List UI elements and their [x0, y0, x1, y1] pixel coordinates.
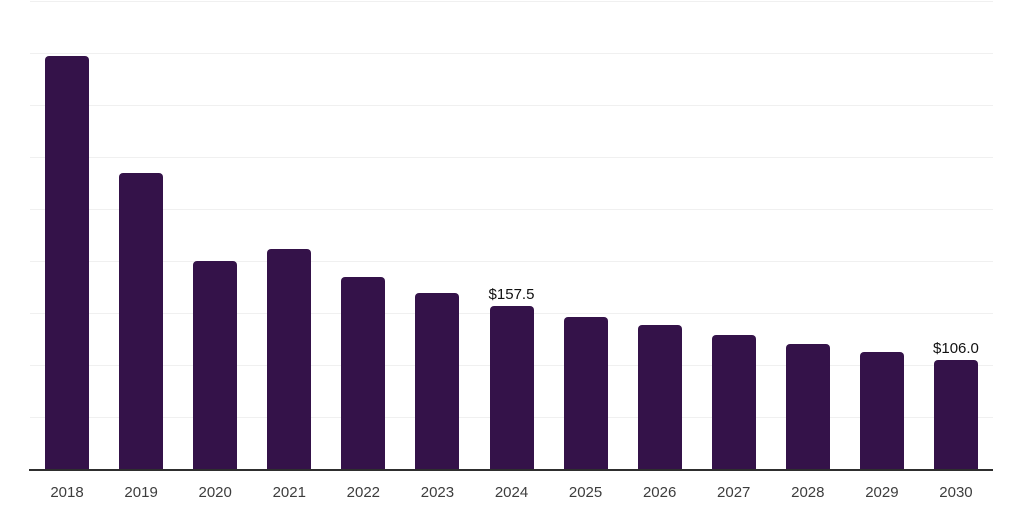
x-tick-label-2025: 2025 — [568, 484, 603, 501]
x-tick-label-2023: 2023 — [420, 484, 455, 501]
x-tick-label-2024: 2024 — [494, 484, 529, 501]
bar-2020[interactable] — [193, 260, 238, 470]
gridline — [30, 209, 993, 210]
bar-2021[interactable] — [267, 249, 312, 470]
bar-2019[interactable] — [119, 173, 164, 470]
x-tick-label-2026: 2026 — [642, 484, 677, 501]
data-label-2030: $106.0 — [933, 339, 979, 357]
bar-2026[interactable] — [637, 324, 682, 470]
plot-area: $157.5 $106.0 — [29, 1, 993, 471]
x-tick-label-2027: 2027 — [717, 484, 751, 501]
bar-2030[interactable]: $106.0 — [933, 340, 979, 470]
x-axis-line — [29, 469, 993, 471]
x-tick-label-2018: 2018 — [50, 484, 84, 501]
x-tick-label-2028: 2028 — [791, 484, 825, 501]
x-tick-label-2022: 2022 — [346, 484, 381, 501]
x-tick-label-2020: 2020 — [198, 484, 232, 501]
bar-2024[interactable]: $157.5 — [489, 286, 534, 470]
gridline — [30, 53, 993, 54]
bar-2029[interactable] — [859, 351, 904, 470]
data-label-2024: $157.5 — [488, 286, 535, 304]
x-tick-label-2029: 2029 — [865, 484, 899, 501]
x-axis-labels: 2018 2019 2020 2021 2022 2023 2024 2025 2026 2027… — [30, 484, 993, 504]
bar-2025[interactable] — [563, 317, 608, 470]
x-tick-label-2021: 2021 — [272, 484, 306, 501]
gridline — [30, 1, 993, 2]
bar-2023[interactable] — [415, 293, 460, 470]
gridline — [30, 157, 993, 158]
bar-2027[interactable] — [711, 334, 756, 470]
x-tick-label-2030: 2030 — [939, 484, 973, 501]
gridline — [30, 261, 993, 262]
x-tick-label-2019: 2019 — [124, 484, 158, 501]
bar-2022[interactable] — [341, 277, 386, 470]
bar-2028[interactable] — [785, 344, 830, 470]
gridline — [30, 105, 993, 106]
bar-2018[interactable] — [45, 56, 90, 470]
